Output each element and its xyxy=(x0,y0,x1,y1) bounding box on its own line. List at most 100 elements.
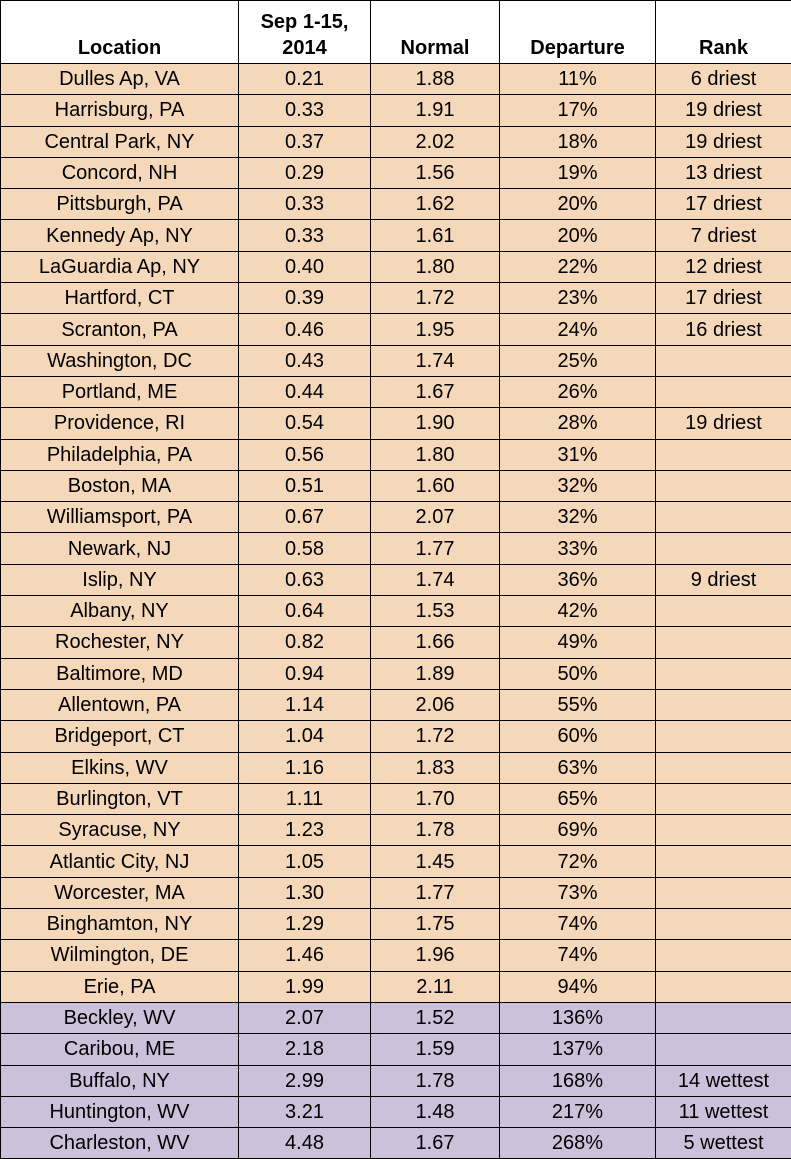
table-cell: 1.72 xyxy=(371,283,500,314)
table-cell: 20% xyxy=(500,189,656,220)
table-cell: 1.23 xyxy=(239,815,371,846)
table-cell: 1.96 xyxy=(371,940,500,971)
column-header: Sep 1-15, 2014 xyxy=(239,1,371,64)
table-cell: 0.33 xyxy=(239,189,371,220)
table-cell: 63% xyxy=(500,752,656,783)
location-cell: Worcester, MA xyxy=(1,877,239,908)
table-cell: 1.74 xyxy=(371,564,500,595)
table-cell: 0.40 xyxy=(239,251,371,282)
table-cell: 1.78 xyxy=(371,1065,500,1096)
table-cell xyxy=(656,783,791,814)
location-cell: Washington, DC xyxy=(1,345,239,376)
table-cell xyxy=(656,439,791,470)
table-cell: 0.33 xyxy=(239,220,371,251)
table-cell: 168% xyxy=(500,1065,656,1096)
table-cell: 137% xyxy=(500,1034,656,1065)
table-cell: 1.29 xyxy=(239,909,371,940)
location-cell: Huntington, WV xyxy=(1,1096,239,1127)
location-cell: Wilmington, DE xyxy=(1,940,239,971)
table-cell: 3.21 xyxy=(239,1096,371,1127)
location-cell: Williamsport, PA xyxy=(1,502,239,533)
table-cell xyxy=(656,846,791,877)
table-cell: 19% xyxy=(500,157,656,188)
table-cell: 1.62 xyxy=(371,189,500,220)
table-cell: 1.67 xyxy=(371,1128,500,1159)
table-cell: 20% xyxy=(500,220,656,251)
table-cell: 0.39 xyxy=(239,283,371,314)
table-cell: 74% xyxy=(500,940,656,971)
table-cell: 1.59 xyxy=(371,1034,500,1065)
table-cell: 1.75 xyxy=(371,909,500,940)
location-cell: Dulles Ap, VA xyxy=(1,64,239,95)
table-cell: 49% xyxy=(500,627,656,658)
table-cell: 4.48 xyxy=(239,1128,371,1159)
table-cell: 217% xyxy=(500,1096,656,1127)
table-cell: 72% xyxy=(500,846,656,877)
table-cell: 1.04 xyxy=(239,721,371,752)
table-cell xyxy=(656,502,791,533)
location-cell: Scranton, PA xyxy=(1,314,239,345)
location-cell: Burlington, VT xyxy=(1,783,239,814)
table-cell: 60% xyxy=(500,721,656,752)
location-cell: Albany, NY xyxy=(1,596,239,627)
location-cell: Portland, ME xyxy=(1,376,239,407)
table-cell xyxy=(656,940,791,971)
table-cell: 1.74 xyxy=(371,345,500,376)
location-cell: Caribou, ME xyxy=(1,1034,239,1065)
location-cell: Newark, NJ xyxy=(1,533,239,564)
table-cell: 9 driest xyxy=(656,564,791,595)
table-cell: 55% xyxy=(500,689,656,720)
table-cell: 50% xyxy=(500,658,656,689)
table-cell: 7 driest xyxy=(656,220,791,251)
table-cell: 1.70 xyxy=(371,783,500,814)
table-cell: 23% xyxy=(500,283,656,314)
table-cell: 136% xyxy=(500,1002,656,1033)
column-header: Rank xyxy=(656,1,791,64)
table-cell: 1.45 xyxy=(371,846,500,877)
table-cell xyxy=(656,627,791,658)
location-cell: Allentown, PA xyxy=(1,689,239,720)
table-cell xyxy=(656,721,791,752)
table-cell: 1.53 xyxy=(371,596,500,627)
table-cell: 0.46 xyxy=(239,314,371,345)
table-cell: 22% xyxy=(500,251,656,282)
table-cell: 0.94 xyxy=(239,658,371,689)
table-cell: 1.99 xyxy=(239,971,371,1002)
location-cell: Boston, MA xyxy=(1,470,239,501)
location-cell: Erie, PA xyxy=(1,971,239,1002)
table-cell: 0.54 xyxy=(239,408,371,439)
table-cell: 42% xyxy=(500,596,656,627)
table-cell: 11 wettest xyxy=(656,1096,791,1127)
table-cell: 0.29 xyxy=(239,157,371,188)
location-cell: Providence, RI xyxy=(1,408,239,439)
table-cell: 74% xyxy=(500,909,656,940)
table-cell: 1.95 xyxy=(371,314,500,345)
table-cell xyxy=(656,877,791,908)
table-cell: 0.33 xyxy=(239,95,371,126)
table-cell xyxy=(656,909,791,940)
table-cell: 1.77 xyxy=(371,877,500,908)
table-cell xyxy=(656,376,791,407)
location-cell: Islip, NY xyxy=(1,564,239,595)
location-cell: Kennedy Ap, NY xyxy=(1,220,239,251)
table-cell: 1.91 xyxy=(371,95,500,126)
location-cell: LaGuardia Ap, NY xyxy=(1,251,239,282)
table-cell: 17 driest xyxy=(656,283,791,314)
table-cell: 0.67 xyxy=(239,502,371,533)
